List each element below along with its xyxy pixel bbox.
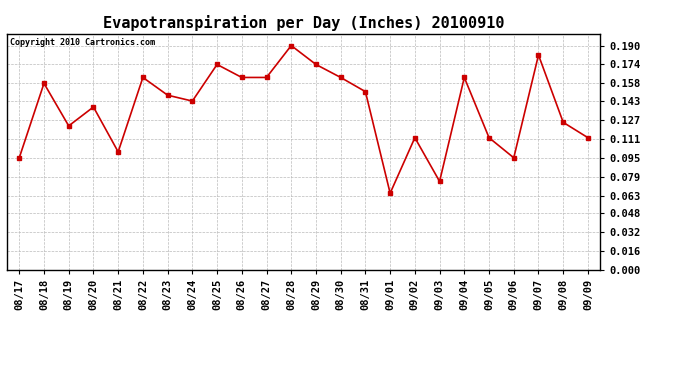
Text: Copyright 2010 Cartronics.com: Copyright 2010 Cartronics.com [10,39,155,48]
Title: Evapotranspiration per Day (Inches) 20100910: Evapotranspiration per Day (Inches) 2010… [103,15,504,31]
